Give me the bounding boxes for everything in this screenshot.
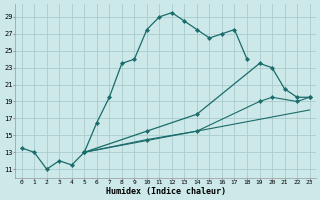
X-axis label: Humidex (Indice chaleur): Humidex (Indice chaleur) <box>106 187 226 196</box>
